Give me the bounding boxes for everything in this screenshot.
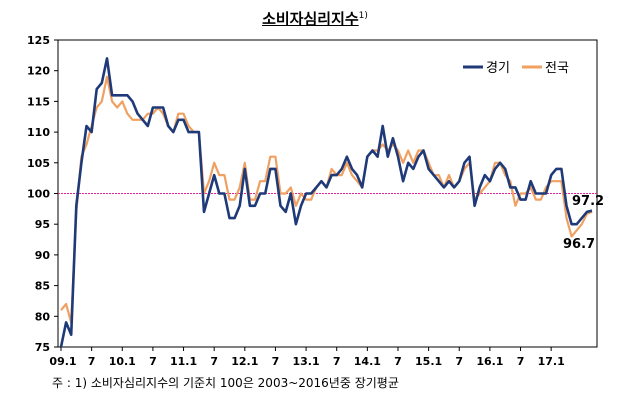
y-tick-label: 95 xyxy=(35,218,50,231)
y-tick-label: 85 xyxy=(35,280,50,293)
annotation-gyeonggi-last: 97.2 xyxy=(572,194,604,209)
x-tick-label: 15.1 xyxy=(415,355,442,368)
series-line-national xyxy=(60,75,593,324)
y-tick-label: 100 xyxy=(27,188,50,201)
legend-label: 전국 xyxy=(545,61,569,76)
x-tick-label: 7 xyxy=(149,355,157,368)
x-tick-label: 7 xyxy=(333,355,341,368)
y-tick-label: 80 xyxy=(35,310,51,323)
x-tick-label: 09.1 xyxy=(49,355,76,368)
chart-title-footnote-mark: 1) xyxy=(358,11,368,21)
x-tick-label: 11.1 xyxy=(170,355,197,368)
x-tick-label: 16.1 xyxy=(476,355,503,368)
y-tick-label: 105 xyxy=(27,157,50,170)
x-tick-label: 7 xyxy=(210,355,218,368)
y-tick-label: 115 xyxy=(27,95,50,108)
y-tick-label: 110 xyxy=(27,126,50,139)
x-tick-label: 17.1 xyxy=(538,355,565,368)
x-tick-label: 7 xyxy=(394,355,402,368)
x-tick-label: 13.1 xyxy=(293,355,320,368)
x-tick-label: 10.1 xyxy=(109,355,136,368)
y-tick-label: 120 xyxy=(27,65,50,78)
annotation-national-last: 96.7 xyxy=(563,237,595,252)
x-tick-label: 7 xyxy=(88,355,96,368)
chart-title: 소비자심리지수1) xyxy=(0,8,630,29)
x-tick-label: 14.1 xyxy=(354,355,381,368)
plot-frame xyxy=(57,39,598,348)
x-tick-label: 7 xyxy=(517,355,525,368)
footnote: 주 : 1) 소비자심리지수의 기준치 100은 2003~2016년중 장기평… xyxy=(52,376,399,390)
y-tick-label: 90 xyxy=(35,249,51,262)
legend-label: 경기 xyxy=(486,61,510,76)
x-tick-label: 7 xyxy=(272,355,280,368)
x-tick-label: 12.1 xyxy=(231,355,258,368)
chart-title-text: 소비자심리지수 xyxy=(262,10,359,28)
y-tick-label: 125 xyxy=(27,34,50,47)
series-line-gyeonggi xyxy=(59,57,593,348)
x-tick-label: 7 xyxy=(455,355,463,368)
y-tick-label: 75 xyxy=(35,341,50,354)
